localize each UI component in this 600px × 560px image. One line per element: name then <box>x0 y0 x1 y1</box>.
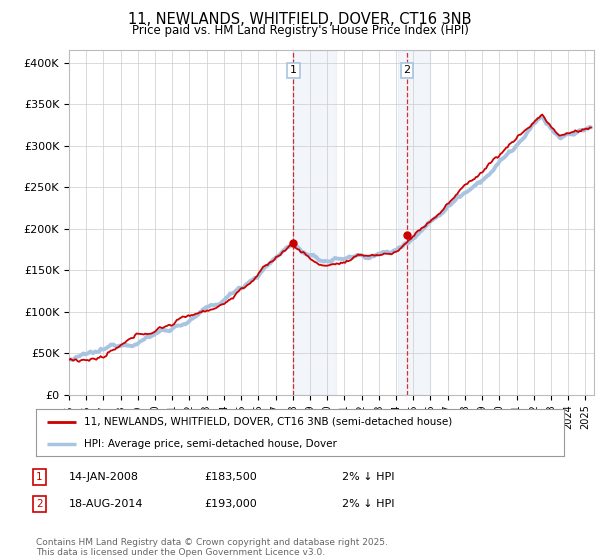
Text: 1: 1 <box>290 66 297 76</box>
Text: £193,000: £193,000 <box>204 499 257 509</box>
Text: 2% ↓ HPI: 2% ↓ HPI <box>342 472 395 482</box>
Bar <box>293 50 336 395</box>
Text: Contains HM Land Registry data © Crown copyright and database right 2025.
This d: Contains HM Land Registry data © Crown c… <box>36 538 388 557</box>
Text: Price paid vs. HM Land Registry's House Price Index (HPI): Price paid vs. HM Land Registry's House … <box>131 24 469 36</box>
Text: 11, NEWLANDS, WHITFIELD, DOVER, CT16 3NB: 11, NEWLANDS, WHITFIELD, DOVER, CT16 3NB <box>128 12 472 27</box>
Text: 2: 2 <box>403 66 410 76</box>
Text: 14-JAN-2008: 14-JAN-2008 <box>69 472 139 482</box>
Text: 11, NEWLANDS, WHITFIELD, DOVER, CT16 3NB (semi-detached house): 11, NEWLANDS, WHITFIELD, DOVER, CT16 3NB… <box>83 417 452 427</box>
Bar <box>398 50 430 395</box>
Text: 2: 2 <box>36 499 43 509</box>
Text: 18-AUG-2014: 18-AUG-2014 <box>69 499 143 509</box>
Text: 1: 1 <box>36 472 43 482</box>
Text: HPI: Average price, semi-detached house, Dover: HPI: Average price, semi-detached house,… <box>83 439 337 449</box>
Text: 2% ↓ HPI: 2% ↓ HPI <box>342 499 395 509</box>
Text: £183,500: £183,500 <box>204 472 257 482</box>
